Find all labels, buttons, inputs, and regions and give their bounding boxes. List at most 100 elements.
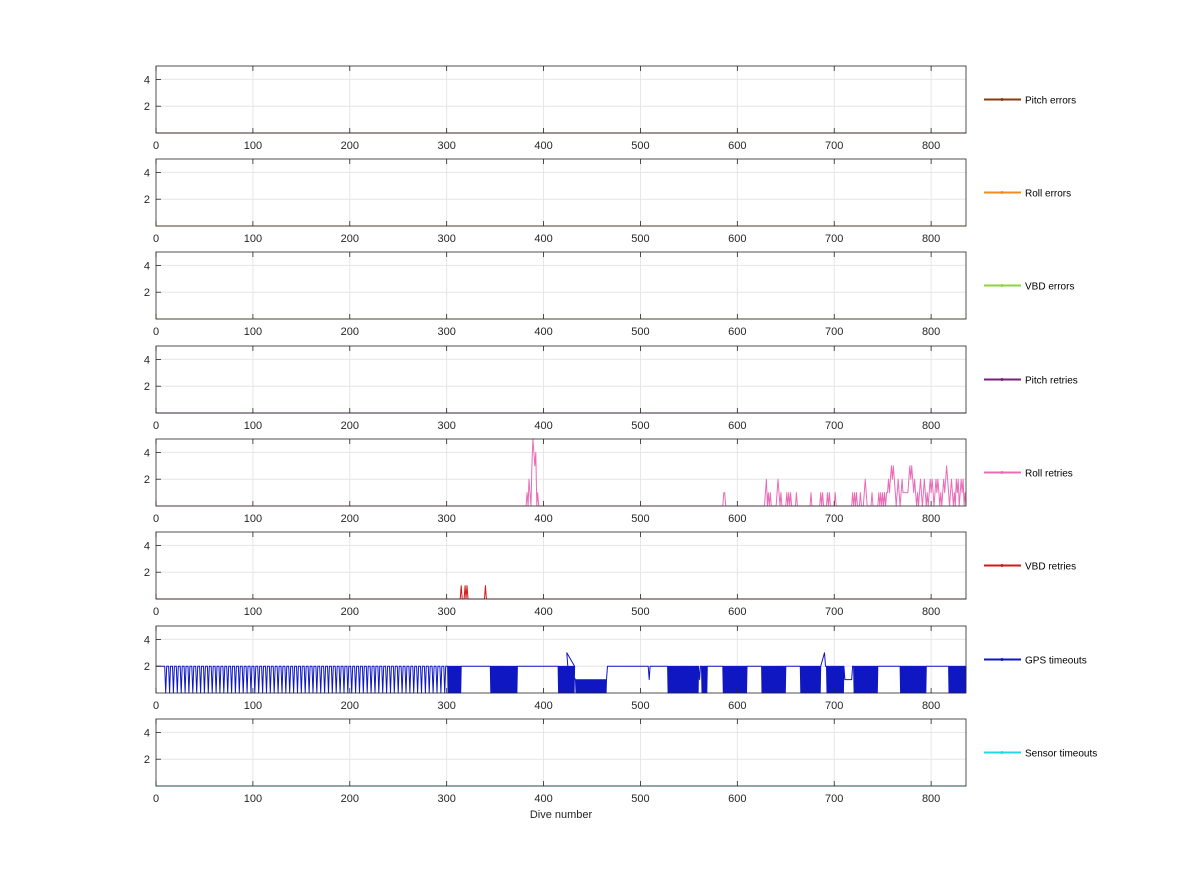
legend-label: Roll errors: [1025, 189, 1071, 200]
x-tick-label: 300: [437, 700, 455, 712]
x-tick-label: 700: [825, 700, 843, 712]
x-tick-label: 800: [922, 606, 940, 618]
x-tick-label: 600: [728, 700, 746, 712]
x-tick-label: 600: [728, 326, 746, 338]
series-line: [156, 652, 967, 694]
x-tick-label: 200: [341, 513, 359, 525]
x-tick-label: 400: [534, 233, 552, 245]
y-tick-label: 4: [144, 447, 150, 459]
x-tick-label: 500: [631, 420, 649, 432]
x-tick-label: 200: [341, 606, 359, 618]
x-tick-label: 400: [534, 700, 552, 712]
legend-label: Pitch retries: [1025, 376, 1078, 387]
y-tick-label: 2: [144, 287, 150, 299]
x-tick-label: 0: [153, 140, 159, 152]
x-tick-label: 800: [922, 700, 940, 712]
legend-marker: [1000, 658, 1004, 661]
axes-box: [155, 718, 967, 787]
x-tick-label: 100: [244, 233, 262, 245]
x-tick-label: 0: [153, 420, 159, 432]
x-tick-label: 300: [437, 140, 455, 152]
x-tick-label: 700: [825, 513, 843, 525]
y-tick-label: 2: [144, 381, 150, 393]
panel-pitch-errors: 0 100 200 300 400 500 600 700 800 2 4 Pitch errors: [144, 65, 1076, 152]
y-tick-label: 2: [144, 754, 150, 766]
y-tick-label: 4: [144, 634, 150, 646]
x-tick-label: 0: [153, 326, 159, 338]
legend-marker: [1000, 471, 1004, 474]
x-tick-label: 200: [341, 700, 359, 712]
panel-vbd-retries: 0 100 200 300 400 500 600 700 800 2 4 VBD retries: [144, 531, 1076, 618]
legend-marker: [1000, 191, 1004, 194]
x-tick-label: 100: [244, 420, 262, 432]
axes-box: [155, 251, 967, 320]
x-tick-label: 300: [437, 513, 455, 525]
y-tick-label: 4: [144, 727, 150, 739]
x-tick-label: 100: [244, 793, 262, 805]
x-tick-label: 300: [437, 420, 455, 432]
x-tick-label: 100: [244, 700, 262, 712]
x-tick-label: 300: [437, 606, 455, 618]
x-tick-label: 400: [534, 513, 552, 525]
x-axis-label: Dive number: [530, 809, 593, 821]
x-tick-label: 600: [728, 420, 746, 432]
x-tick-label: 100: [244, 513, 262, 525]
series-line: [156, 438, 967, 507]
x-tick-label: 300: [437, 793, 455, 805]
legend-marker: [1000, 378, 1004, 381]
axes-box: [155, 625, 967, 694]
y-tick-label: 2: [144, 567, 150, 579]
axes-box: [155, 345, 967, 414]
axes-box: [155, 438, 967, 507]
x-tick-label: 700: [825, 606, 843, 618]
x-tick-label: 800: [922, 420, 940, 432]
series-line: [156, 585, 966, 600]
legend-marker: [1000, 751, 1004, 754]
x-tick-label: 600: [728, 606, 746, 618]
x-tick-label: 400: [534, 140, 552, 152]
x-tick-label: 500: [631, 606, 649, 618]
x-tick-label: 200: [341, 793, 359, 805]
x-tick-label: 400: [534, 326, 552, 338]
x-tick-label: 500: [631, 140, 649, 152]
x-tick-label: 800: [922, 233, 940, 245]
y-tick-label: 2: [144, 194, 150, 206]
x-tick-label: 800: [922, 140, 940, 152]
legend-marker: [1000, 98, 1004, 101]
x-tick-label: 800: [922, 326, 940, 338]
panel-roll-errors: 0 100 200 300 400 500 600 700 800 2 4 Roll errors: [144, 158, 1071, 245]
y-tick-label: 2: [144, 474, 150, 486]
x-tick-label: 100: [244, 140, 262, 152]
panel-sensor-timeouts: 0 100 200 300 400 500 600 700 800 2 4 Sensor timeou…: [144, 718, 1097, 805]
x-tick-label: 300: [437, 326, 455, 338]
x-tick-label: 600: [728, 140, 746, 152]
axes-box: [155, 158, 967, 227]
x-tick-label: 400: [534, 606, 552, 618]
y-tick-label: 4: [144, 167, 150, 179]
x-tick-label: 0: [153, 700, 159, 712]
y-tick-label: 4: [144, 354, 150, 366]
y-tick-label: 2: [144, 101, 150, 113]
x-tick-label: 100: [244, 326, 262, 338]
x-tick-label: 200: [341, 233, 359, 245]
x-tick-label: 500: [631, 326, 649, 338]
legend-label: Sensor timeouts: [1025, 749, 1097, 760]
legend-marker: [1000, 284, 1004, 287]
legend-label: GPS timeouts: [1025, 656, 1087, 667]
x-tick-label: 500: [631, 700, 649, 712]
legend-marker: [1000, 564, 1004, 567]
x-tick-label: 0: [153, 513, 159, 525]
y-tick-label: 4: [144, 74, 150, 86]
x-tick-label: 400: [534, 793, 552, 805]
x-tick-label: 700: [825, 420, 843, 432]
x-tick-label: 300: [437, 233, 455, 245]
x-tick-label: 100: [244, 606, 262, 618]
x-tick-label: 0: [153, 233, 159, 245]
panel-roll-retries: 0 100 200 300 400 500 600 700 800 2 4 Roll retries: [144, 438, 1073, 525]
y-tick-label: 2: [144, 661, 150, 673]
x-tick-label: 0: [153, 793, 159, 805]
x-tick-label: 500: [631, 233, 649, 245]
legend-label: Pitch errors: [1025, 96, 1076, 107]
axes-box: [155, 531, 967, 600]
